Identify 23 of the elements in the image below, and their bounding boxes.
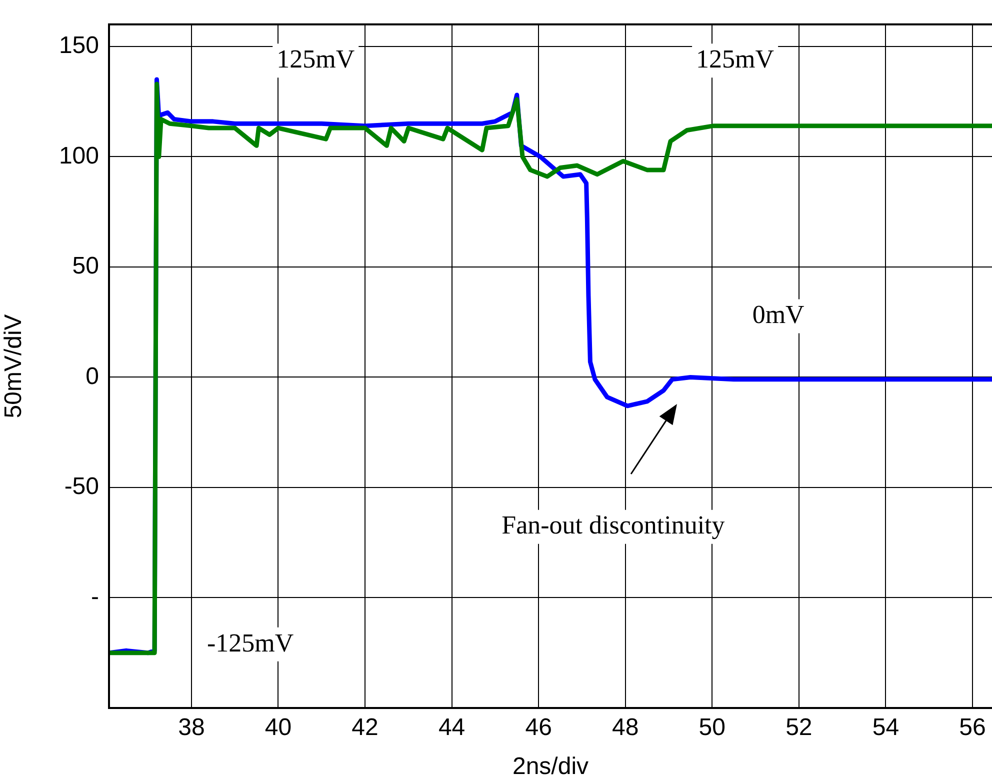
y-axis-title: 50mV/diV [0,314,28,418]
x-tick-label: 54 [872,714,900,742]
y-tick-label: - [91,583,99,610]
y-tick-label: 150 [58,32,99,60]
x-tick-label: 52 [786,714,812,742]
annotation: 0mV [752,300,805,330]
x-tick-label: 40 [264,714,292,742]
x-axis-title: 2ns/div [512,753,589,780]
x-tick-label: 50 [698,714,726,742]
x-tick-label: 44 [438,714,466,742]
annotation: Fan-out discontinuity [502,510,725,540]
x-tick-label: 42 [352,714,378,742]
x-tick-label: 46 [525,714,552,742]
y-tick-label: 0 [86,362,99,390]
y-tick-label: -50 [64,473,99,500]
x-tick-label: 56 [959,714,986,742]
annotation: 125mV [276,44,355,74]
x-tick-label: 38 [178,714,205,742]
y-tick-label: 50 [72,252,99,280]
annotation: 125mV [696,44,774,74]
annotation: -125mV [206,628,294,658]
y-tick-label: 100 [58,142,99,170]
x-tick-label: 48 [612,714,639,742]
